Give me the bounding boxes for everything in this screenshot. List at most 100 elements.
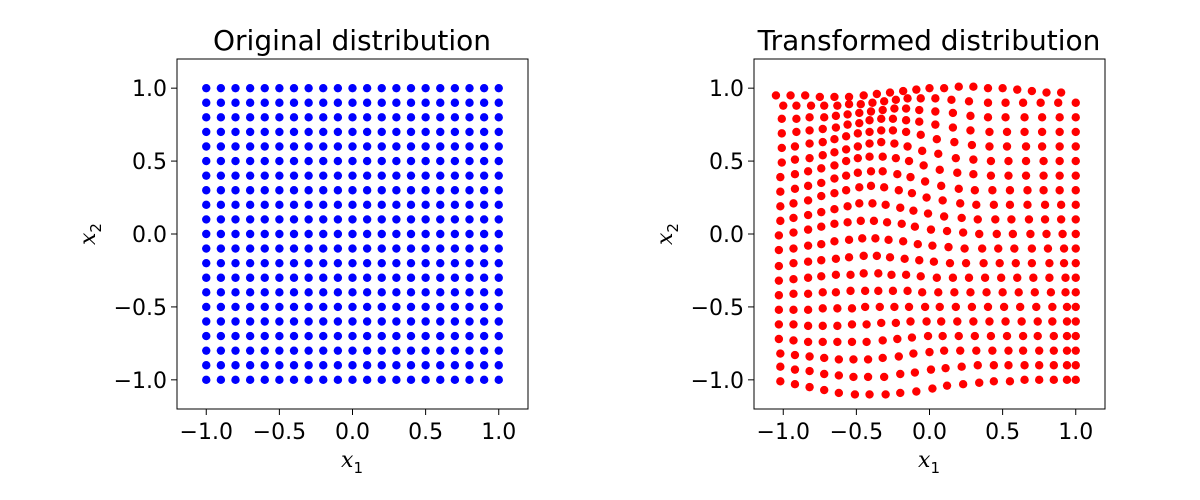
scatter-point [319, 83, 328, 93]
scatter-point [304, 302, 313, 312]
scatter-point [877, 318, 886, 328]
scatter-point [304, 375, 313, 385]
scatter-point [888, 126, 898, 135]
scatter-point [841, 145, 851, 154]
scatter-point [998, 83, 1007, 93]
scatter-point [942, 381, 952, 390]
scatter-point [945, 258, 955, 268]
scatter-point [903, 142, 912, 151]
scatter-point [436, 98, 445, 107]
scatter-point [406, 346, 416, 355]
scatter-point [377, 127, 386, 137]
scatter-point [436, 113, 445, 122]
scatter-point [465, 375, 474, 385]
scatter-point [830, 161, 839, 170]
scatter-point [1071, 361, 1080, 370]
scatter-point [774, 334, 784, 344]
scatter-point [779, 101, 788, 110]
scatter-point [319, 317, 328, 326]
scatter-point [421, 346, 430, 355]
scatter-point [333, 346, 343, 355]
scatter-point [969, 155, 978, 164]
scatter-point [906, 172, 915, 182]
scatter-point [202, 200, 211, 210]
scatter-point [901, 104, 911, 113]
scatter-point [465, 361, 474, 370]
scatter-point [896, 203, 905, 212]
scatter-point [1061, 288, 1070, 297]
scatter-point [803, 210, 813, 220]
scatter-point [304, 113, 313, 122]
scatter-point [245, 258, 255, 268]
left-y-ticks: −1.0 −0.5 0.0 0.5 1.0 [114, 77, 177, 394]
scatter-point [843, 120, 852, 129]
scatter-point [855, 199, 864, 208]
scatter-point [831, 270, 841, 280]
scatter-point [479, 258, 489, 268]
scatter-point [275, 288, 284, 297]
scatter-point [906, 317, 915, 326]
scatter-point [450, 258, 460, 268]
scatter-point [304, 244, 313, 253]
scatter-point [988, 186, 997, 195]
scatter-point [789, 258, 798, 268]
scatter-point [830, 92, 839, 102]
scatter-point [1027, 258, 1037, 268]
scatter-point [881, 390, 890, 399]
scatter-point [865, 390, 874, 399]
scatter-point [260, 171, 269, 180]
scatter-point [803, 305, 813, 315]
scatter-point [790, 365, 800, 374]
scatter-point [926, 365, 936, 374]
scatter-point [847, 304, 857, 313]
scatter-point [260, 98, 269, 107]
scatter-point [948, 108, 958, 118]
scatter-point [202, 229, 211, 239]
scatter-point [1021, 156, 1031, 166]
scatter-point [879, 97, 889, 106]
scatter-point [789, 336, 798, 345]
scatter-point [304, 142, 313, 151]
scatter-point [882, 218, 892, 227]
scatter-point [202, 215, 211, 224]
scatter-point [202, 113, 211, 122]
scatter-point [202, 302, 211, 312]
scatter-point [872, 89, 882, 99]
scatter-point [436, 346, 445, 355]
x-tick-label: −0.5 [830, 420, 883, 445]
scatter-point [957, 362, 966, 371]
scatter-point [1020, 375, 1029, 385]
right-x-ticks: −1.0 −0.5 0.0 0.5 1.0 [757, 409, 1093, 445]
scatter-point [348, 186, 357, 195]
scatter-point [275, 244, 284, 253]
scatter-point [289, 273, 299, 282]
scatter-point [922, 193, 931, 202]
scatter-point [866, 181, 876, 191]
scatter-point [231, 98, 240, 107]
scatter-point [805, 139, 814, 148]
scatter-point [969, 317, 978, 326]
scatter-point [843, 218, 852, 227]
scatter-point [777, 143, 786, 153]
scatter-point [392, 361, 401, 370]
scatter-point [377, 302, 386, 312]
scatter-point [989, 200, 999, 210]
scatter-point [855, 183, 864, 192]
scatter-point [275, 215, 284, 224]
scatter-point [216, 156, 226, 166]
scatter-point [479, 288, 489, 297]
scatter-point [260, 200, 269, 210]
scatter-point [833, 101, 842, 110]
scatter-point [304, 200, 313, 210]
scatter-point [989, 361, 999, 370]
scatter-point [818, 151, 827, 160]
scatter-point [1058, 229, 1067, 239]
scatter-point [964, 273, 974, 282]
scatter-point [202, 186, 211, 195]
scatter-point [333, 288, 343, 297]
scatter-point [392, 244, 401, 253]
scatter-point [774, 231, 784, 240]
scatter-point [260, 127, 269, 137]
scatter-point [348, 331, 357, 341]
scatter-point [216, 98, 226, 107]
